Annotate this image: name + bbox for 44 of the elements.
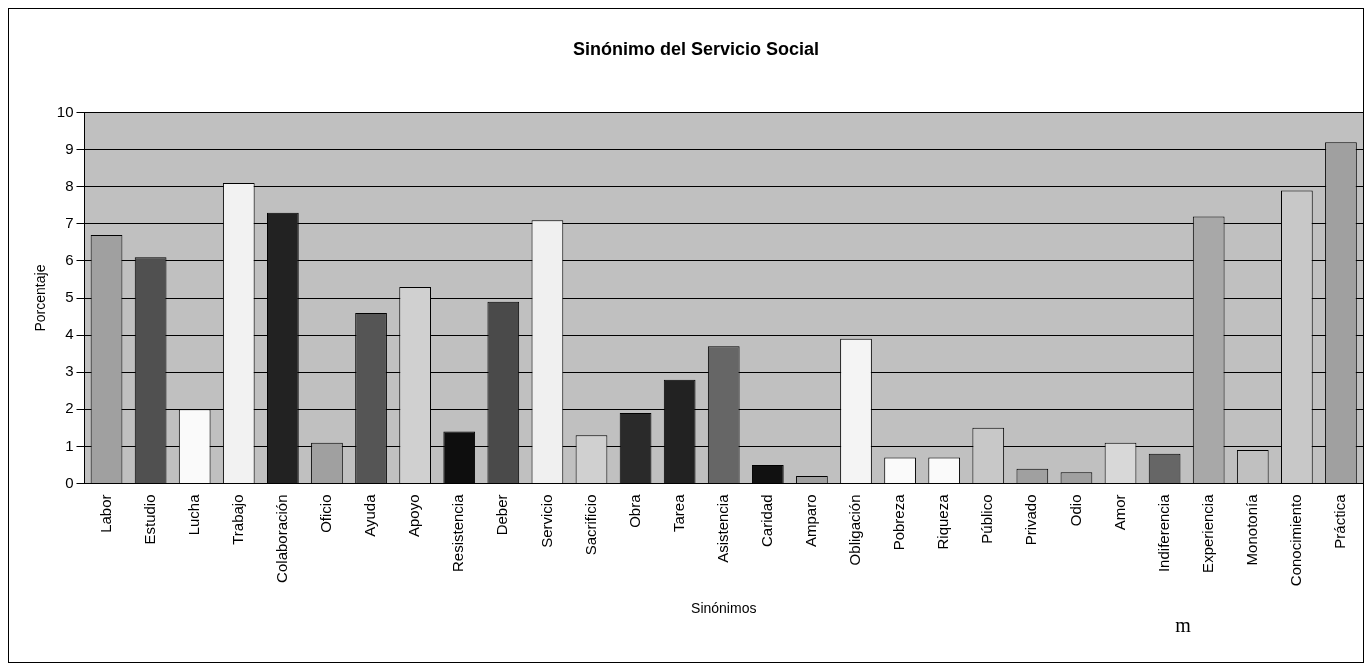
y-tick-label: 3 xyxy=(65,362,74,380)
x-tick-label: Amparo xyxy=(802,494,820,548)
x-tick-label: Público xyxy=(978,494,996,544)
y-tick-label: 8 xyxy=(65,176,74,194)
x-tick-label: Obra xyxy=(625,493,643,528)
x-tick-label: Resistencia xyxy=(449,493,467,573)
x-tick-label: Odio xyxy=(1066,494,1084,527)
x-tick-label: Ayuda xyxy=(361,493,379,537)
y-tick-label: 1 xyxy=(65,436,74,454)
x-tick-label: Apoyo xyxy=(405,494,423,538)
y-tick-label: 9 xyxy=(65,139,74,157)
x-tick-label: Sacrificio xyxy=(581,494,599,556)
x-tick-label: Pobreza xyxy=(890,493,908,551)
x-tick-label: Indiferencia xyxy=(1154,493,1172,573)
x-tick-label: Lucha xyxy=(184,493,202,536)
y-tick-label: 0 xyxy=(65,473,74,491)
x-tick-label: Estudio xyxy=(140,494,158,545)
x-tick-label: Amor xyxy=(1110,494,1128,531)
x-tick-label: Deber xyxy=(493,494,511,536)
y-tick-label: 4 xyxy=(65,325,74,343)
x-tick-label: Asistencia xyxy=(713,493,731,563)
y-axis-title: Porcentaje xyxy=(32,264,49,332)
x-tick-label: Obligación xyxy=(846,494,864,566)
y-tick-label: 5 xyxy=(65,288,74,306)
y-tick-label: 10 xyxy=(56,102,74,120)
x-tick-label: Tarea xyxy=(669,493,687,533)
x-tick-label: Caridad xyxy=(757,494,775,548)
x-tick-label: Privado xyxy=(1022,494,1040,546)
x-tick-label: Colaboración xyxy=(273,494,291,583)
y-tick-label: 7 xyxy=(65,214,74,232)
text: m xyxy=(1175,614,1192,636)
chart-title: Sinónimo del Servicio Social xyxy=(572,38,820,59)
y-tick-label: 6 xyxy=(65,251,74,269)
x-tick-label: Labor xyxy=(96,494,114,533)
x-tick-label: Experiencia xyxy=(1198,493,1216,573)
x-tick-label: Riqueza xyxy=(934,493,952,550)
y-tick-label: 2 xyxy=(65,399,74,417)
x-tick-label: Servicio xyxy=(537,494,555,548)
x-tick-label: Conocimiento xyxy=(1287,494,1305,587)
x-tick-label: Oficio xyxy=(317,494,335,533)
x-tick-label: Práctica xyxy=(1331,493,1349,549)
x-axis-title: Sinónimos xyxy=(691,600,757,617)
x-tick-label: Trabajo xyxy=(228,494,246,545)
x-tick-label: Monotonía xyxy=(1242,493,1260,566)
